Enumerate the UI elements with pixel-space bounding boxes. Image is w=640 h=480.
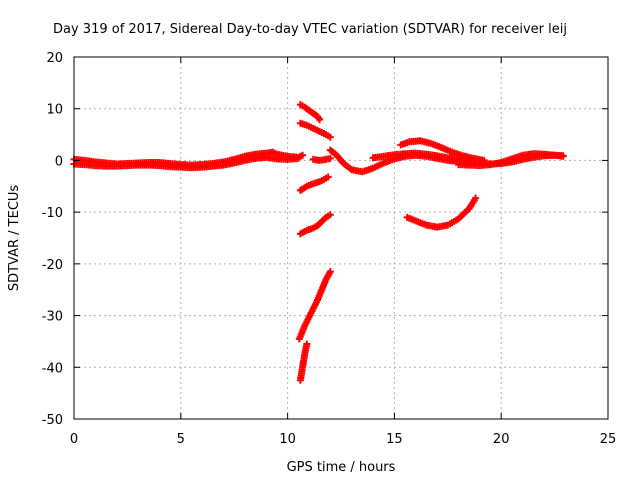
y-tick-label: -30 <box>42 310 63 325</box>
y-tick-label: 0 <box>55 154 63 169</box>
data-point <box>326 211 334 219</box>
y-tick-label: -50 <box>42 413 63 428</box>
data-point <box>316 116 324 124</box>
data-series <box>70 101 567 384</box>
x-tick-label: 25 <box>600 432 617 447</box>
chart-title: Day 319 of 2017, Sidereal Day-to-day VTE… <box>53 22 567 37</box>
series-group <box>295 268 334 343</box>
grid <box>74 57 608 419</box>
data-point <box>326 268 334 276</box>
data-point <box>294 154 302 162</box>
y-axis-label: SDTVAR / TECUs <box>7 185 22 292</box>
series-group <box>454 150 567 170</box>
y-tick-label: -10 <box>42 206 63 221</box>
x-tick-label: 0 <box>70 432 78 447</box>
ticks: 0 5 10 15 20 25 -50 -40 -30 -20 -10 0 10 20 <box>42 51 617 447</box>
data-point <box>472 194 480 202</box>
series-group <box>296 101 324 124</box>
data-point <box>326 154 334 162</box>
x-tick-label: 15 <box>386 432 403 447</box>
series-group <box>296 173 332 194</box>
data-point <box>559 152 567 160</box>
data-point <box>299 151 307 159</box>
series-group <box>296 119 334 141</box>
x-tick-label: 20 <box>493 432 510 447</box>
y-tick-label: -20 <box>42 258 63 273</box>
y-tick-label: 20 <box>46 51 63 66</box>
x-tick-label: 5 <box>177 432 185 447</box>
data-point <box>324 173 332 181</box>
data-point <box>326 133 334 141</box>
x-axis-label: GPS time / hours <box>287 460 396 475</box>
data-point <box>303 340 311 348</box>
series-group <box>296 340 311 384</box>
x-tick-label: 10 <box>279 432 296 447</box>
series-group <box>403 194 480 231</box>
plot-frame <box>73 56 609 420</box>
series-group <box>296 211 334 238</box>
y-tick-label: 10 <box>46 103 63 118</box>
series-group <box>309 154 334 164</box>
y-tick-label: -40 <box>42 361 63 376</box>
